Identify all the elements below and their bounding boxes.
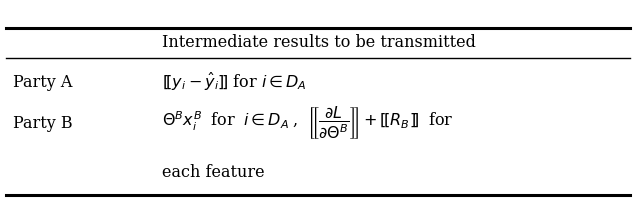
Text: $[\![y_i - \hat{y}_i]\!]$ for $i \in D_A$: $[\![y_i - \hat{y}_i]\!]$ for $i \in D_A… (162, 71, 307, 93)
Text: $\Theta^B x_i^B\;$ for $\;i \in D_A\;$, $\;\left[\!\left[\dfrac{\partial L}{\par: $\Theta^B x_i^B\;$ for $\;i \in D_A\;$, … (162, 105, 453, 142)
Text: Party A: Party A (13, 74, 72, 91)
Text: each feature: each feature (162, 164, 265, 180)
Text: Intermediate results to be transmitted: Intermediate results to be transmitted (162, 34, 476, 51)
Text: Party B: Party B (13, 115, 73, 132)
